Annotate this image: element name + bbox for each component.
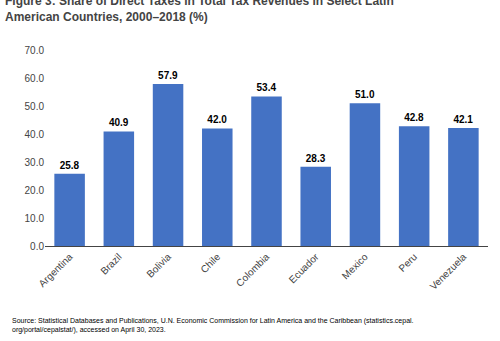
svg-text:Colombia: Colombia — [234, 251, 272, 289]
svg-text:Source: Statistical Databases: Source: Statistical Databases and Public… — [12, 317, 414, 334]
svg-text:28.3: 28.3 — [306, 153, 326, 164]
svg-text:60.0: 60.0 — [25, 73, 45, 84]
svg-text:Brazil: Brazil — [98, 251, 123, 276]
svg-text:Bolivia: Bolivia — [144, 251, 173, 280]
svg-text:Argentina: Argentina — [37, 251, 75, 289]
svg-text:Venezuela: Venezuela — [428, 251, 469, 292]
svg-text:53.4: 53.4 — [257, 82, 277, 93]
svg-text:0.0: 0.0 — [30, 241, 44, 252]
svg-text:42.1: 42.1 — [453, 114, 473, 125]
svg-text:50.0: 50.0 — [25, 101, 45, 112]
svg-text:40.0: 40.0 — [25, 129, 45, 140]
svg-text:51.0: 51.0 — [355, 89, 375, 100]
svg-text:Figure 3: Share of Direct Taxe: Figure 3: Share of Direct Taxes in Total… — [5, 0, 394, 24]
svg-text:42.0: 42.0 — [207, 114, 227, 125]
svg-text:Peru: Peru — [396, 251, 419, 274]
svg-text:10.0: 10.0 — [25, 213, 45, 224]
svg-text:Ecuador: Ecuador — [287, 251, 322, 286]
svg-text:40.9: 40.9 — [109, 117, 129, 128]
svg-text:30.0: 30.0 — [25, 157, 45, 168]
svg-text:20.0: 20.0 — [25, 185, 45, 196]
svg-text:Chile: Chile — [198, 251, 222, 275]
svg-text:42.8: 42.8 — [404, 112, 424, 123]
svg-text:25.8: 25.8 — [60, 160, 80, 171]
svg-text:57.9: 57.9 — [158, 70, 178, 81]
svg-text:70.0: 70.0 — [25, 45, 45, 56]
svg-text:Mexico: Mexico — [340, 251, 370, 281]
